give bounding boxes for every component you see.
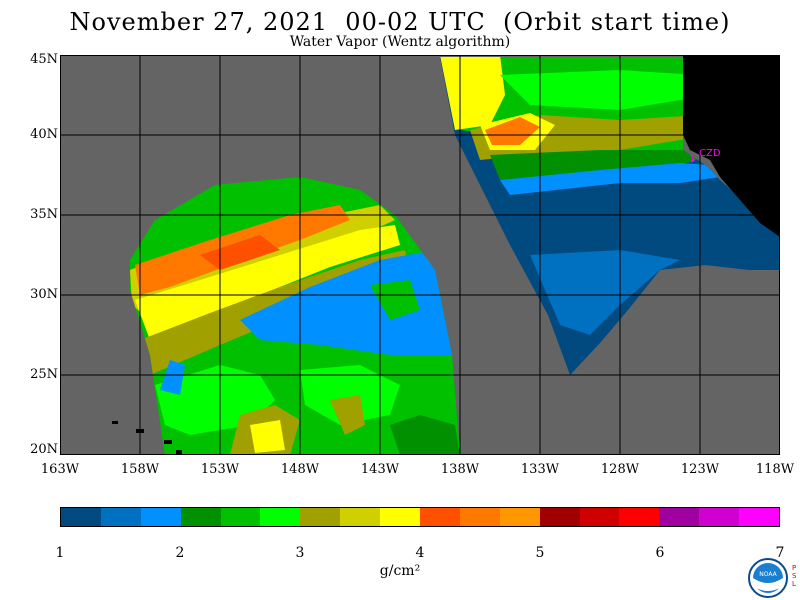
lat-label-30n: 30N bbox=[30, 287, 58, 302]
lon-label-138w: 138W bbox=[440, 462, 480, 477]
lon-label-153w: 153W bbox=[200, 462, 240, 477]
colorbar-swatch-1 bbox=[61, 508, 101, 526]
colorbar-swatch-14 bbox=[579, 508, 620, 526]
svg-text:NOAA: NOAA bbox=[759, 571, 777, 578]
colorbar-tick-1: 1 bbox=[55, 545, 65, 561]
lon-label-123w: 123W bbox=[680, 462, 720, 477]
lat-lon-grid bbox=[60, 55, 780, 455]
noaa-logo-icon: NOAA bbox=[748, 558, 788, 598]
lat-label-20n: 20N bbox=[30, 442, 58, 457]
colorbar-tick-4: 4 bbox=[415, 545, 425, 561]
water-vapor-map: CZD bbox=[60, 55, 780, 455]
colorbar-swatch-15 bbox=[619, 508, 660, 526]
psl-label: P S L bbox=[792, 564, 797, 588]
colorbar-swatch-8 bbox=[340, 508, 381, 526]
lon-label-143w: 143W bbox=[360, 462, 400, 477]
lon-label-158w: 158W bbox=[120, 462, 160, 477]
lon-label-133w: 133W bbox=[520, 462, 560, 477]
colorbar bbox=[60, 507, 780, 527]
lat-label-40n: 40N bbox=[30, 127, 58, 142]
colorbar-swatch-6 bbox=[260, 508, 301, 526]
north-america-land bbox=[683, 55, 780, 237]
lon-label-118w: 118W bbox=[755, 462, 795, 477]
lon-label-163w: 163W bbox=[40, 462, 80, 477]
colorbar-tick-2: 2 bbox=[175, 545, 185, 561]
colorbar-swatch-12 bbox=[499, 508, 540, 526]
colorbar-swatch-13 bbox=[539, 508, 580, 526]
colorbar-swatch-4 bbox=[180, 508, 221, 526]
colorbar-swatch-16 bbox=[659, 508, 700, 526]
lon-label-128w: 128W bbox=[600, 462, 640, 477]
colorbar-tick-7: 7 bbox=[775, 545, 785, 561]
colorbar-swatch-10 bbox=[420, 508, 460, 526]
chart-subtitle: Water Vapor (Wentz algorithm) bbox=[289, 34, 511, 50]
colorbar-swatch-18 bbox=[739, 508, 780, 526]
lat-label-45n: 45N bbox=[30, 52, 58, 67]
units-label: g/cm² bbox=[379, 563, 421, 579]
lat-label-35n: 35N bbox=[30, 207, 58, 222]
colorbar-swatch-2 bbox=[100, 508, 141, 526]
colorbar-swatch-9 bbox=[380, 508, 421, 526]
colorbar-swatch-17 bbox=[699, 508, 740, 526]
lat-label-25n: 25N bbox=[30, 367, 58, 382]
colorbar-tick-3: 3 bbox=[295, 545, 305, 561]
colorbar-swatch-7 bbox=[300, 508, 341, 526]
station-marker-icon bbox=[690, 154, 696, 163]
colorbar-tick-6: 6 bbox=[655, 545, 665, 561]
lon-label-148w: 148W bbox=[280, 462, 320, 477]
colorbar-tick-5: 5 bbox=[535, 545, 545, 561]
colorbar-swatch-5 bbox=[220, 508, 261, 526]
chart-title: November 27, 2021 00-02 UTC (Orbit start… bbox=[69, 8, 731, 36]
colorbar-swatch-3 bbox=[140, 508, 181, 526]
station-label: CZD bbox=[699, 148, 721, 159]
colorbar-swatch-11 bbox=[459, 508, 500, 526]
